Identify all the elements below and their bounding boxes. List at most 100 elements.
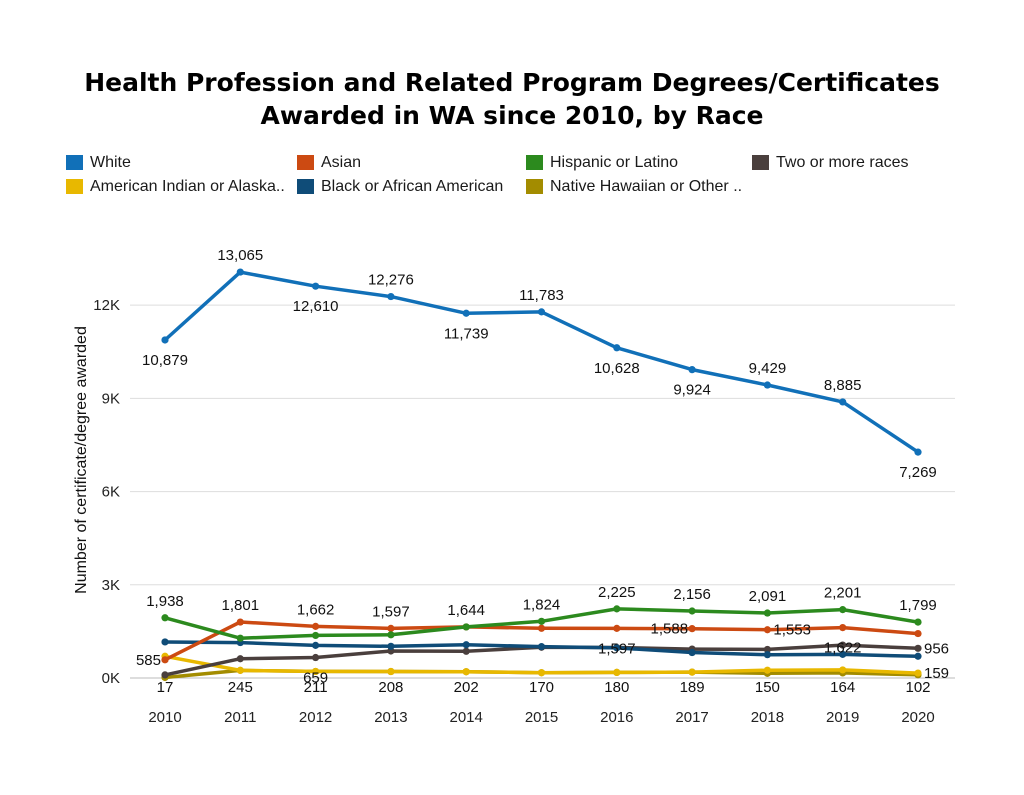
- legend-item-hispanic-or-latino: Hispanic or Latino: [526, 154, 678, 171]
- data-point: [914, 652, 922, 660]
- data-label: 2,225: [598, 584, 636, 601]
- data-label: 13,065: [217, 247, 263, 264]
- data-point: [688, 648, 696, 657]
- data-point: [387, 631, 395, 639]
- data-point: [914, 618, 922, 626]
- legend-swatch: [526, 155, 543, 170]
- data-point: [387, 624, 395, 632]
- data-point: [763, 645, 772, 654]
- data-point: [914, 644, 922, 652]
- legend-label: Hispanic or Latino: [550, 154, 678, 171]
- x-tick-label: 2015: [525, 709, 558, 726]
- data-point: [161, 671, 169, 679]
- data-point: [387, 292, 395, 301]
- data-point: [462, 623, 470, 631]
- data-label: 10,628: [594, 360, 640, 377]
- y-tick-label: 3K: [102, 577, 120, 594]
- data-label: 1,597: [372, 603, 410, 620]
- x-tick-label: 2011: [224, 709, 256, 726]
- y-axis: 0K 3K 6K 9K 12K: [93, 297, 120, 687]
- data-labels: 10,879 13,065 12,610 12,276 11,739 11,783 10,6…: [136, 247, 949, 696]
- data-point: [839, 606, 847, 614]
- x-tick-label: 2013: [374, 709, 407, 726]
- data-label: 102: [905, 679, 930, 696]
- data-point: [688, 625, 696, 633]
- legend-swatch: [297, 155, 314, 170]
- data-label: 9,429: [749, 360, 787, 377]
- series-black-or-african-american: [161, 638, 922, 660]
- data-label: 12,276: [368, 272, 414, 289]
- data-point: [688, 607, 696, 615]
- data-point: [161, 614, 169, 622]
- data-label: 585: [136, 652, 161, 669]
- x-axis: 2010 2011 2012 2013 2014 2015 2016 2017 2018 2019…: [148, 709, 934, 726]
- x-tick-label: 2019: [826, 709, 859, 726]
- data-label: 1,622: [824, 640, 862, 657]
- legend-swatch: [297, 179, 314, 194]
- data-label: 245: [228, 679, 253, 696]
- series-lines: [161, 268, 922, 682]
- data-point: [236, 268, 244, 276]
- data-point: [688, 668, 696, 676]
- x-tick-label: 2020: [901, 709, 934, 726]
- legend-swatch: [66, 179, 83, 194]
- legend-swatch: [752, 155, 769, 170]
- data-point: [312, 282, 320, 290]
- data-label: 11,739: [444, 325, 489, 342]
- data-label: 1,588: [651, 621, 689, 638]
- legend-label: Two or more races: [776, 154, 908, 171]
- y-tick-label: 12K: [93, 297, 120, 314]
- data-label: 1,644: [447, 602, 485, 619]
- data-point: [161, 638, 169, 646]
- data-point: [462, 309, 470, 317]
- data-point: [312, 667, 320, 676]
- series-white: [161, 268, 922, 456]
- legend-item-black-or-african-american: Black or African American: [297, 178, 503, 195]
- chart-title: Health Profession and Related Program De…: [0, 66, 1024, 132]
- y-axis-title: Number of certificate/degree awarded: [73, 326, 90, 594]
- data-point: [236, 618, 244, 626]
- data-point: [613, 644, 621, 652]
- data-point: [613, 605, 621, 613]
- data-point: [688, 366, 696, 374]
- legend-label: Black or African American: [321, 178, 503, 195]
- data-label: 202: [454, 679, 479, 696]
- data-point: [763, 609, 772, 617]
- data-point: [537, 308, 546, 316]
- data-point: [914, 669, 922, 677]
- data-point: [914, 629, 922, 638]
- data-label: 956: [924, 640, 949, 657]
- data-point: [312, 631, 320, 640]
- legend-label: Asian: [321, 154, 361, 171]
- data-label: 180: [604, 679, 629, 696]
- data-label: 17: [157, 679, 174, 696]
- x-tick-label: 2018: [751, 709, 784, 726]
- data-label: 8,885: [824, 377, 862, 394]
- data-point: [537, 624, 546, 632]
- data-point: [839, 641, 847, 649]
- data-point: [537, 643, 546, 651]
- series-asian: [161, 618, 922, 664]
- legend-item-two-or-more-races: Two or more races: [752, 154, 908, 171]
- legend-label: American Indian or Alaska..: [90, 178, 285, 195]
- series-american-indian-or-alaska: [161, 652, 922, 677]
- data-point: [839, 666, 847, 674]
- chart-title-line-1: Health Profession and Related Program De…: [84, 68, 940, 97]
- data-point: [161, 336, 169, 344]
- legend-item-white: White: [66, 154, 131, 171]
- data-point: [236, 666, 244, 674]
- data-label: 170: [529, 679, 554, 696]
- data-point: [613, 344, 621, 352]
- chart-title-line-2: Awarded in WA since 2010, by Race: [260, 101, 764, 130]
- data-point: [537, 669, 546, 677]
- data-label: 9,924: [673, 382, 711, 399]
- data-label: 159: [924, 665, 949, 682]
- x-tick-label: 2014: [450, 709, 483, 726]
- data-label: 1,662: [297, 601, 335, 618]
- data-label: 164: [830, 679, 855, 696]
- series-hispanic-or-latino: [161, 605, 922, 642]
- data-point: [387, 642, 395, 650]
- data-label: 208: [378, 679, 403, 696]
- data-point: [462, 668, 470, 676]
